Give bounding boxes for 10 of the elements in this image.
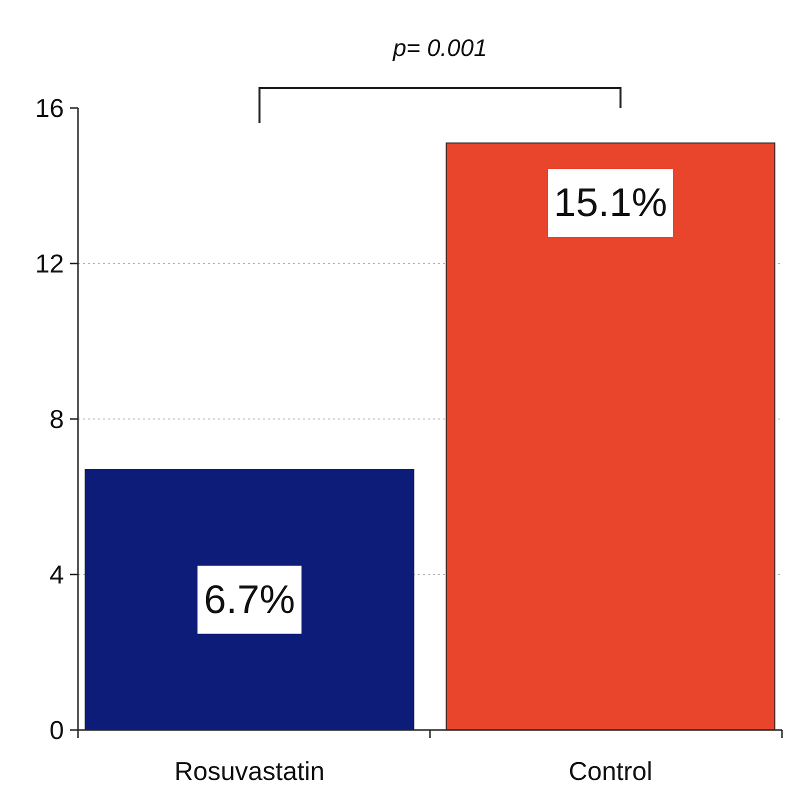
y-tick-label: 12: [35, 248, 64, 278]
y-tick-label: 8: [50, 404, 64, 434]
y-tick-label: 4: [50, 560, 64, 590]
y-tick-label: 16: [35, 93, 64, 123]
x-tick-label: Rosuvastatin: [174, 756, 325, 786]
text: p= 0.001: [392, 35, 488, 62]
x-tick-label: Control: [568, 756, 652, 786]
data-label: 6.7%: [204, 578, 296, 622]
y-tick-label: 0: [50, 715, 64, 745]
data-label: 15.1%: [554, 180, 668, 225]
